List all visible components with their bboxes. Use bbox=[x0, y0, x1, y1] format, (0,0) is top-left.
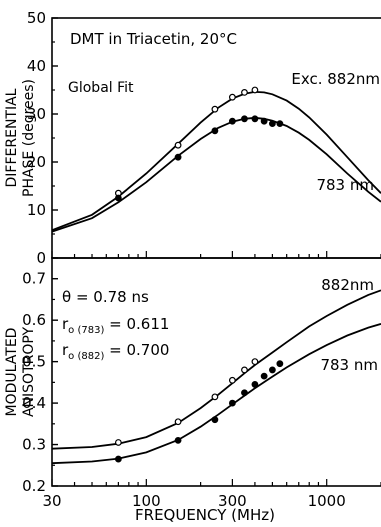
series-label-783: 783 nm bbox=[316, 176, 374, 194]
top-data-point-1 bbox=[277, 121, 283, 127]
top-data-point-0 bbox=[230, 94, 236, 100]
bottom-data-point-1 bbox=[175, 438, 181, 444]
annotation-theta: θ = 0.78 ns bbox=[62, 288, 149, 306]
annotation-r-subscript: o (882) bbox=[68, 351, 104, 362]
top-data-point-1 bbox=[261, 118, 267, 124]
top-data-point-0 bbox=[212, 106, 218, 112]
top-ylabel: DIFFERENTIAL bbox=[4, 88, 20, 187]
top-data-point-1 bbox=[116, 195, 122, 201]
series-label-882: Exc. 882nm bbox=[291, 70, 380, 88]
annotation-r0-0: ro (783) = 0.611 bbox=[62, 315, 169, 336]
bottom-data-point-0 bbox=[116, 440, 122, 446]
x-axis-title: FREQUENCY (MHz) bbox=[135, 506, 275, 524]
top-ytick-label: 50 bbox=[27, 9, 46, 27]
bottom-data-point-1 bbox=[116, 456, 122, 462]
bottom-data-point-1 bbox=[252, 382, 258, 388]
top-data-point-0 bbox=[175, 142, 181, 148]
top-data-point-1 bbox=[175, 154, 181, 160]
top-data-point-1 bbox=[230, 118, 236, 124]
top-ytick-label: 10 bbox=[27, 201, 46, 219]
xtick-label: 1000 bbox=[308, 492, 346, 510]
bottom-data-point-0 bbox=[212, 394, 218, 400]
bottom-data-point-1 bbox=[261, 373, 267, 379]
bottom-data-point-0 bbox=[242, 367, 248, 373]
annotation-r-value: = 0.700 bbox=[104, 341, 169, 359]
top-data-point-1 bbox=[270, 121, 276, 127]
bottom-fit-curve-1 bbox=[52, 324, 381, 463]
bottom-ytick-label: 0.6 bbox=[22, 311, 46, 329]
top-data-point-1 bbox=[242, 116, 248, 122]
annotation-r-subscript: o (783) bbox=[68, 325, 104, 336]
bottom-ylabel: MODULATED bbox=[4, 328, 20, 417]
chart-title: DMT in Triacetin, 20°C bbox=[70, 30, 237, 48]
chart-subtitle: Global Fit bbox=[68, 80, 134, 96]
bottom-data-point-1 bbox=[242, 390, 248, 396]
annotation-r-value: = 0.611 bbox=[104, 315, 169, 333]
top-fit-curve-0 bbox=[52, 92, 381, 230]
top-plot-frame bbox=[52, 18, 381, 258]
top-data-point-1 bbox=[252, 116, 258, 122]
bottom-ytick-label: 0.3 bbox=[22, 436, 46, 454]
top-data-point-0 bbox=[252, 87, 258, 93]
top-ylabel-2: PHASE (degrees) bbox=[21, 79, 37, 197]
bottom-data-point-0 bbox=[252, 359, 258, 365]
bottom-data-point-1 bbox=[270, 367, 276, 373]
top-data-point-0 bbox=[242, 90, 248, 96]
bottom-data-point-0 bbox=[175, 419, 181, 425]
top-ytick-label: 0 bbox=[36, 249, 46, 267]
bottom-data-point-1 bbox=[277, 361, 283, 367]
bottom-ytick-label: 0.7 bbox=[22, 270, 46, 288]
top-data-point-1 bbox=[212, 128, 218, 134]
bottom-data-point-1 bbox=[230, 400, 236, 406]
series-label-783-bottom: 783 nm bbox=[320, 356, 378, 374]
annotation-r0-1: ro (882) = 0.700 bbox=[62, 341, 169, 362]
bottom-data-point-0 bbox=[230, 377, 236, 383]
top-fit-curve-1 bbox=[52, 118, 381, 232]
bottom-ylabel-2: ANISOTROPY bbox=[21, 327, 37, 418]
series-label-882-bottom: 882nm bbox=[321, 276, 374, 294]
panel-bottom: 0.20.30.40.50.60.7301003001000MODULATEDA… bbox=[4, 258, 381, 510]
bottom-data-point-1 bbox=[212, 417, 218, 423]
top-ytick-label: 40 bbox=[27, 57, 46, 75]
xtick-label: 30 bbox=[42, 492, 61, 510]
